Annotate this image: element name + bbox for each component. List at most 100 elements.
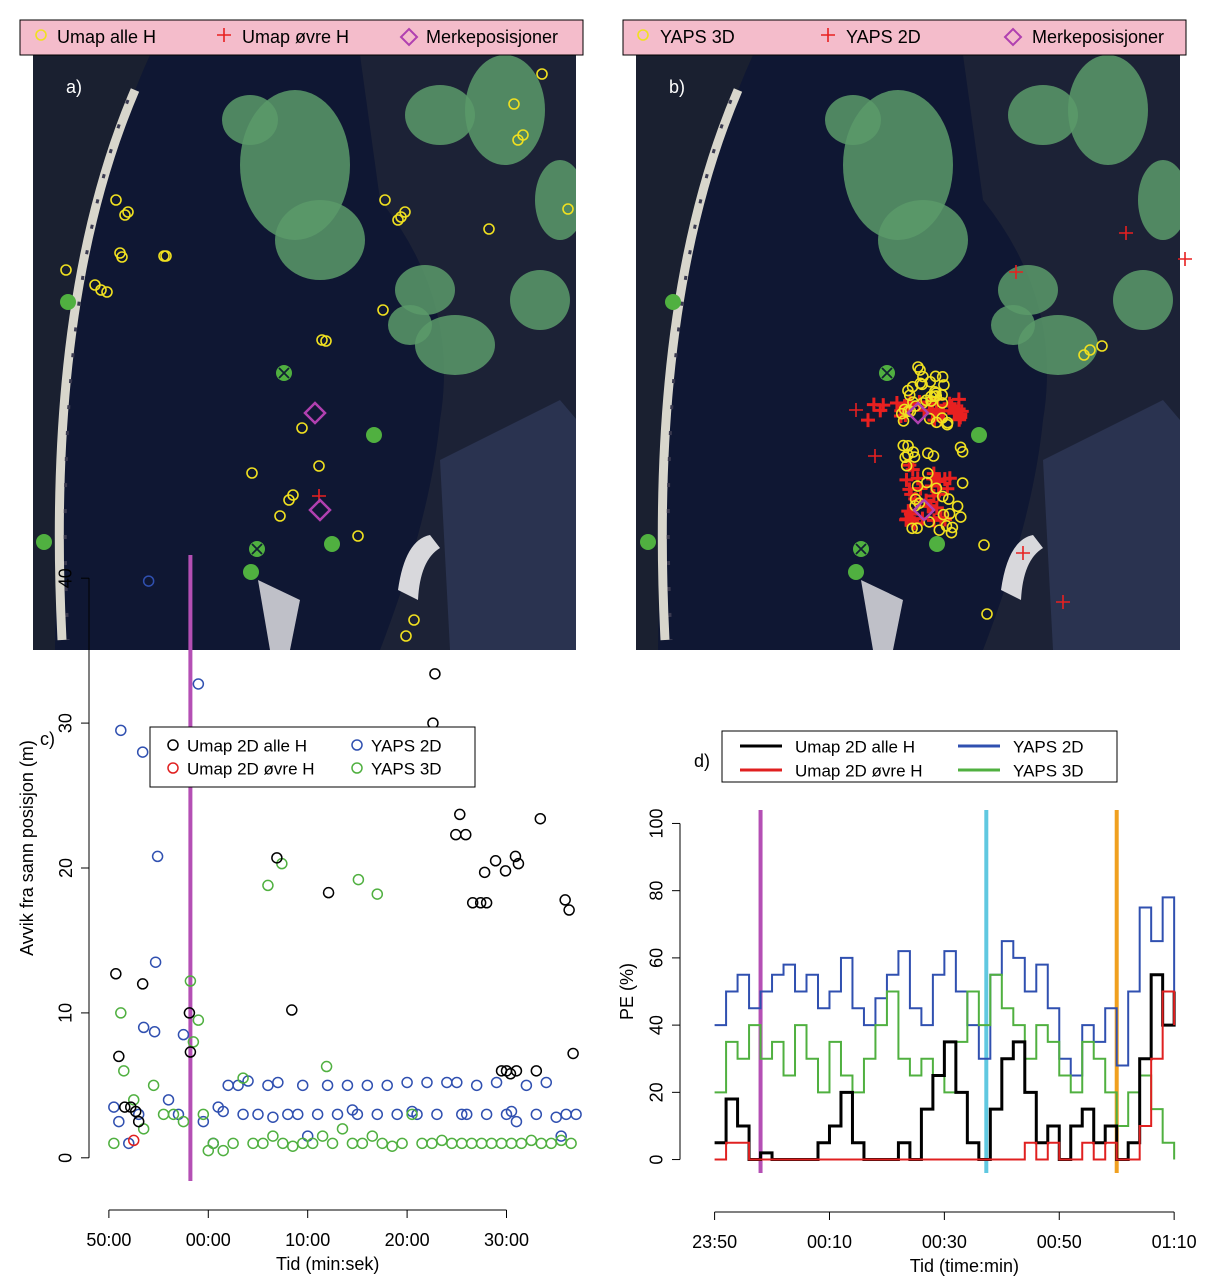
point: [247, 1137, 259, 1150]
building: [1043, 400, 1180, 650]
point: [567, 1047, 579, 1060]
yellow-marker: [907, 446, 920, 458]
point: [301, 1130, 314, 1142]
point: [361, 1079, 374, 1092]
point: [431, 1108, 443, 1121]
red-marker: [889, 396, 904, 411]
yellow-marker: [936, 490, 949, 503]
point: [466, 897, 479, 909]
point: [118, 1065, 130, 1077]
shore: [33, 55, 150, 650]
point: [187, 1036, 200, 1048]
red-marker: [954, 404, 969, 419]
image-layer: [33, 55, 576, 650]
point: [555, 1130, 567, 1142]
x-tick-label: 00:50: [1037, 1232, 1082, 1252]
legend-label: Merkeposisjoner: [1032, 27, 1164, 47]
point: [495, 1137, 508, 1150]
yellow-marker: [400, 630, 412, 642]
point: [465, 1137, 478, 1150]
point: [396, 1137, 408, 1150]
legend-label: Umap 2D alle H: [795, 737, 915, 756]
legend-box: [19, 19, 584, 56]
yellow-marker: [981, 608, 993, 620]
point: [565, 1137, 577, 1150]
receiver: [366, 427, 382, 443]
yellow-marker: [352, 530, 364, 542]
receiver-cross: [855, 543, 867, 555]
x-tick-label: 00:10: [807, 1232, 852, 1252]
point: [296, 1079, 309, 1092]
red-marker: [899, 472, 914, 487]
legend-symbol: [351, 762, 363, 774]
receiver: [243, 564, 259, 580]
point: [115, 1007, 127, 1019]
tree: [998, 265, 1058, 315]
point: [237, 1108, 249, 1121]
yellow-marker: [122, 206, 134, 218]
point: [192, 1014, 205, 1026]
yellow-marker: [946, 521, 959, 534]
point: [177, 1115, 190, 1128]
red-marker: [942, 396, 957, 411]
chart: 0 20 40 60 80 100 23:50 00:10 00:30 00:50 01:10 Tid…: [617, 730, 1197, 1276]
receiver: [929, 536, 945, 552]
yellow-marker: [936, 397, 949, 409]
red-marker: [1009, 265, 1023, 279]
y-tick-label: 20: [56, 858, 76, 878]
point: [287, 1140, 299, 1152]
yellow-marker: [296, 422, 308, 434]
point: [222, 1079, 234, 1092]
point: [459, 828, 472, 841]
point: [267, 1111, 279, 1123]
point: [127, 1134, 140, 1147]
x-axis-label: Tid (min:sek): [276, 1254, 379, 1274]
yellow-marker: [377, 304, 389, 316]
point: [207, 1137, 220, 1150]
point: [550, 1111, 562, 1123]
yellow-marker: [941, 418, 954, 431]
point: [184, 1046, 197, 1058]
y-tick-label: 40: [647, 1015, 667, 1035]
yellow-marker: [395, 211, 407, 223]
legend-box: [721, 730, 1118, 783]
red-marker: [1016, 546, 1030, 560]
red-marker: [937, 472, 952, 487]
yellow-marker: [902, 448, 914, 461]
receiver: [60, 294, 76, 310]
x-tick-label: 30:00: [484, 1230, 529, 1250]
yellow-marker: [954, 511, 967, 523]
receiver: [665, 294, 681, 310]
panel-label: c): [40, 729, 55, 749]
point: [512, 857, 525, 870]
point: [257, 1137, 269, 1150]
y-tick-label: 80: [647, 881, 667, 901]
tree: [1008, 85, 1078, 145]
point: [504, 1068, 517, 1080]
legend-symbol: [167, 739, 179, 751]
tree: [222, 95, 278, 145]
diamond-marker: [308, 498, 332, 522]
point: [406, 1108, 418, 1121]
yellow-marker: [897, 439, 910, 452]
point: [322, 886, 335, 899]
point: [167, 1108, 180, 1121]
point: [352, 873, 365, 886]
yellow-marker: [911, 522, 923, 534]
point: [391, 1108, 403, 1121]
legend-symbol: [399, 27, 419, 47]
point: [456, 1108, 468, 1121]
yellow-marker: [956, 477, 969, 489]
point: [356, 1137, 369, 1150]
point: [563, 904, 575, 916]
x-tick-label: 10:00: [285, 1230, 330, 1250]
point: [525, 1134, 538, 1147]
yellow-marker: [1096, 340, 1108, 352]
red-marker: [821, 28, 835, 42]
receiver-cross: [278, 367, 290, 379]
point: [311, 1108, 324, 1121]
point: [137, 1123, 150, 1135]
point: [321, 1079, 334, 1092]
yellow-marker: [927, 450, 940, 462]
